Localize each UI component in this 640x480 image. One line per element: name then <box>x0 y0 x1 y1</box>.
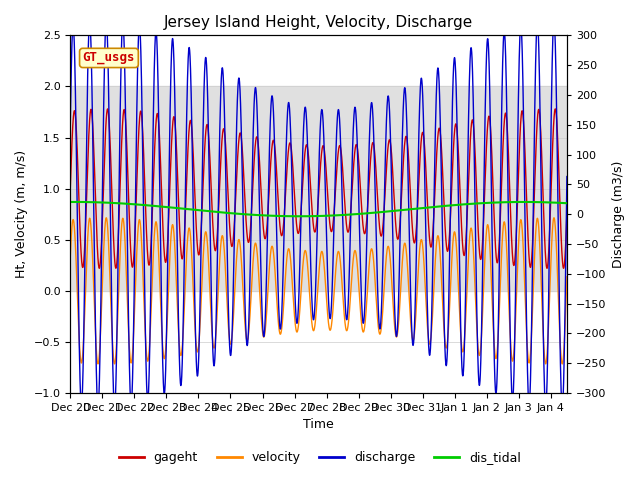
Legend: gageht, velocity, discharge, dis_tidal: gageht, velocity, discharge, dis_tidal <box>114 446 526 469</box>
Y-axis label: Ht, Velocity (m, m/s): Ht, Velocity (m, m/s) <box>15 150 28 278</box>
Title: Jersey Island Height, Velocity, Discharge: Jersey Island Height, Velocity, Discharg… <box>164 15 473 30</box>
Text: GT_usgs: GT_usgs <box>83 51 135 64</box>
X-axis label: Time: Time <box>303 419 334 432</box>
Y-axis label: Discharge (m3/s): Discharge (m3/s) <box>612 160 625 268</box>
Bar <box>70 86 567 291</box>
